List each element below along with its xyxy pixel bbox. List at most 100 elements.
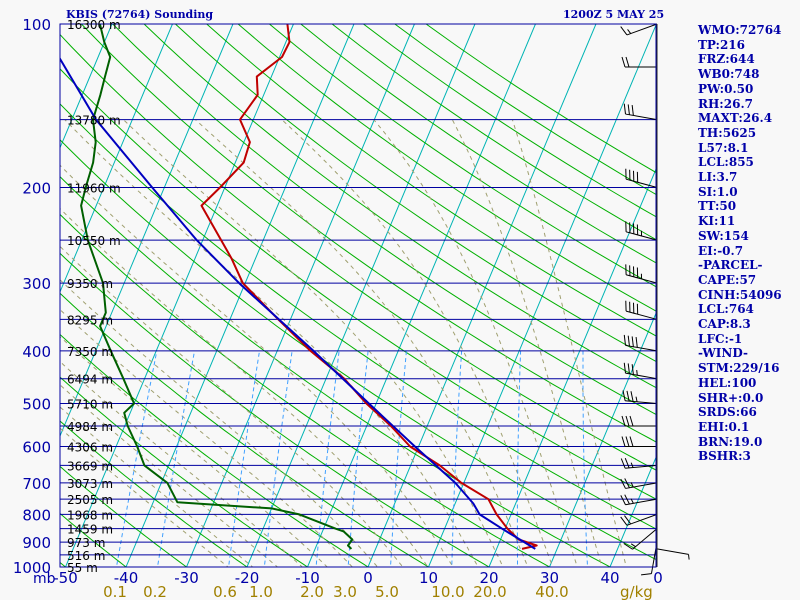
- wind-barb-flag: [621, 436, 626, 447]
- wind-barb-staff: [625, 344, 658, 352]
- mixing-ratio-line: [451, 350, 463, 567]
- wind-barb-flag: [620, 478, 626, 489]
- index-line: SHR+:0.0: [698, 390, 764, 405]
- index-line: STM:229/16: [698, 361, 780, 376]
- wind-barb-flag: [621, 415, 626, 427]
- mixing-ratio-line: [156, 350, 195, 567]
- mixing-ratio-line: [582, 350, 589, 567]
- moist-adiabat-line: [281, 119, 554, 567]
- wind-barb-flag: [620, 26, 628, 36]
- height-label: 10550 m: [67, 234, 121, 248]
- index-line: CINH:54096: [698, 287, 782, 302]
- isotherm-line: [65, 24, 294, 567]
- isotherm-line: [60, 24, 173, 294]
- wind-barb-flag: [629, 436, 634, 447]
- mixing-ratio-label: 0.6: [213, 583, 237, 600]
- height-label: 973 m: [67, 536, 105, 550]
- isotherm-line: [60, 24, 234, 438]
- dry-adiabat-line: [60, 292, 430, 567]
- temperature-tick-label: 0: [363, 569, 373, 587]
- temperature-tick-label: 40: [600, 569, 619, 587]
- pressure-tick-label: 700: [22, 475, 51, 493]
- wind-barb-flag: [620, 495, 626, 505]
- wind-barb: [620, 457, 658, 469]
- mixing-ratio-label: 1.0: [249, 583, 273, 600]
- wind-barbs: [620, 23, 690, 576]
- wind-barb: [620, 478, 658, 489]
- moist-adiabat-line: [60, 245, 404, 567]
- height-label: 1459 m: [67, 523, 113, 537]
- wind-barb-half-flag: [630, 543, 636, 548]
- mixing-ratio-label: 5.0: [375, 583, 399, 600]
- index-line: CAPE:57: [698, 272, 757, 287]
- height-label: 13780 m: [67, 114, 121, 128]
- pressure-tick-label: 1000: [13, 559, 51, 577]
- temperature-tick-label: 10: [419, 569, 438, 587]
- isotherm-line: [60, 24, 113, 150]
- height-label: 6494 m: [67, 373, 113, 387]
- dry-adiabat-line: [112, 24, 656, 415]
- index-line: BSHR:3: [698, 449, 751, 464]
- height-label: 7350 m: [67, 345, 113, 359]
- isotherm-line: [186, 24, 415, 567]
- isotherm-line: [307, 24, 536, 567]
- wind-barb-flag: [627, 335, 630, 347]
- wind-barb: [622, 390, 658, 405]
- index-line: WMO:72764: [698, 23, 782, 37]
- index-line: L57:8.1: [698, 140, 749, 155]
- dry-adiabat-line: [60, 33, 656, 471]
- wind-barb-flag: [627, 363, 630, 374]
- isotherm-line: [246, 24, 476, 567]
- wind-barb-half-flag: [627, 29, 632, 34]
- moist-adiabat-line: [60, 279, 379, 567]
- pressure-tick-label: 900: [22, 534, 51, 552]
- height-label: 16300 m: [67, 18, 121, 32]
- wind-barb-staff: [625, 178, 658, 188]
- height-label: 11960 m: [67, 181, 121, 195]
- index-line: RH:26.7: [698, 96, 753, 111]
- pressure-tick-label: 200: [22, 179, 51, 197]
- height-label: 4306 m: [67, 441, 113, 455]
- wind-barb-flag: [621, 56, 626, 68]
- wind-barb-flag: [630, 391, 634, 402]
- mixing-ratio-label: 2.0: [300, 583, 324, 600]
- index-line: EI:-0.7: [698, 243, 744, 258]
- mixing-ratio-line: [315, 350, 340, 567]
- wind-barb: [623, 334, 658, 352]
- chart-grid: [60, 24, 656, 567]
- pressure-unit-label: mb: [33, 571, 56, 587]
- dry-adiabat-line: [60, 103, 656, 530]
- moist-adiabat-line: [451, 119, 603, 567]
- wind-barb-staff: [625, 310, 658, 320]
- index-line: WB0:748: [698, 67, 760, 82]
- wind-barb-staff: [625, 464, 658, 469]
- pressure-tick-label: 300: [22, 275, 51, 293]
- mixing-ratio-label: 10.0: [431, 583, 464, 600]
- bottom-axis-zero-label: 0: [653, 569, 663, 587]
- wind-barb: [621, 56, 657, 68]
- mixing-ratio-unit: g/kg: [620, 583, 653, 600]
- pressure-tick-label: 100: [22, 16, 51, 34]
- wind-barb-flag: [627, 104, 630, 115]
- wind-barb: [620, 23, 658, 36]
- wind-barb: [625, 264, 658, 284]
- index-line: FRZ:644: [698, 52, 755, 67]
- index-line: MAXT:26.4: [698, 111, 773, 126]
- mixing-ratio-line: [389, 350, 407, 567]
- wind-barb: [623, 528, 658, 550]
- pressure-tick-label: 500: [22, 396, 51, 414]
- wind-barb-flag: [620, 458, 626, 469]
- temperature-profile: [200, 24, 538, 550]
- indices-panel: WMO:72764 TP:216 FRZ:644 WB0:748 PW:0.50 RH:2…: [698, 23, 800, 464]
- wind-barb-flag: [624, 457, 630, 469]
- wind-barb-staff: [632, 528, 658, 550]
- wind-barb-half-flag: [630, 462, 634, 468]
- index-line: CAP:8.3: [698, 317, 751, 332]
- index-line: HEL:100: [698, 375, 757, 390]
- mixing-ratio-label: 20.0: [473, 583, 506, 600]
- pressure-tick-label: 600: [22, 439, 51, 457]
- chart-series: [60, 24, 538, 550]
- wind-barb-flag: [629, 415, 634, 427]
- height-label: 516 m: [67, 549, 105, 563]
